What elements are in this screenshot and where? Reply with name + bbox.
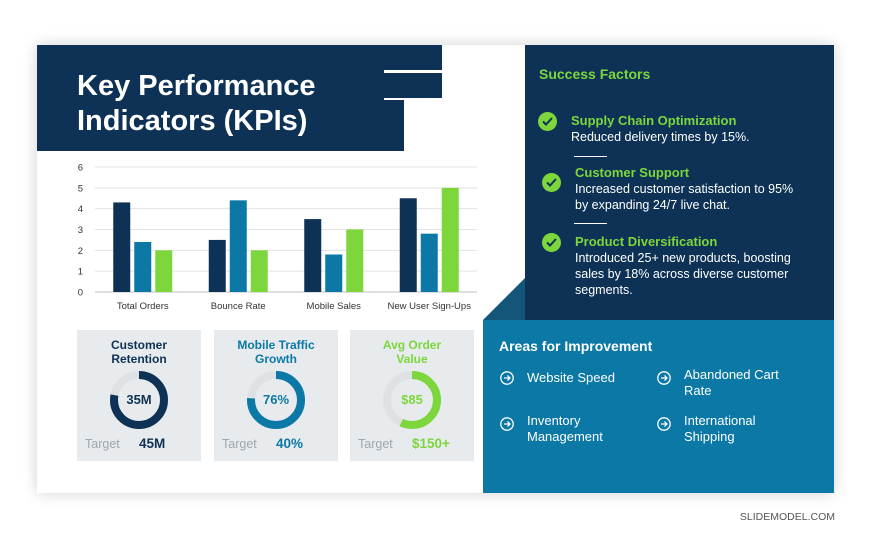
title-line-1: Key Performance bbox=[77, 70, 316, 102]
divider bbox=[574, 223, 607, 224]
arrow-circle-icon bbox=[500, 371, 514, 385]
y-tick-label: 4 bbox=[78, 204, 83, 215]
kpi-card-customer-retention: Customer Retention 35M Target 45M bbox=[77, 330, 201, 461]
bar bbox=[134, 242, 152, 292]
kpi-value: $85 bbox=[401, 392, 423, 407]
check-circle-icon bbox=[542, 173, 561, 192]
check-circle-icon bbox=[538, 112, 557, 131]
footer-watermark: SLIDEMODEL.COM bbox=[739, 511, 835, 523]
bar bbox=[250, 250, 268, 292]
divider bbox=[574, 156, 607, 157]
target-value: 40% bbox=[276, 436, 304, 451]
kpi-card-title: Mobile Traffic Growth bbox=[237, 338, 315, 366]
success-factor-description: Increased customer satisfaction to 95% by… bbox=[575, 182, 794, 212]
bar bbox=[346, 229, 364, 292]
panel-corner-triangle bbox=[483, 278, 525, 320]
improvement-item: International Shipping bbox=[684, 413, 756, 444]
decorative-bar bbox=[359, 100, 404, 125]
kpi-value: 76% bbox=[263, 392, 289, 407]
bar bbox=[229, 200, 247, 292]
target-value: $150+ bbox=[412, 436, 450, 451]
decorative-bar bbox=[384, 73, 442, 98]
y-tick-label: 0 bbox=[78, 288, 83, 299]
bar bbox=[113, 202, 131, 292]
improvement-item: Website Speed bbox=[527, 370, 615, 385]
kpi-card-title: Avg Order Value bbox=[382, 338, 442, 366]
target-value: 45M bbox=[139, 436, 166, 451]
x-tick-label: Mobile Sales bbox=[307, 301, 362, 312]
improvement-item: Inventory Management bbox=[527, 413, 603, 444]
arrow-circle-icon bbox=[500, 417, 514, 431]
target-label: Target bbox=[358, 437, 393, 451]
y-tick-label: 6 bbox=[78, 163, 83, 174]
x-tick-label: Bounce Rate bbox=[211, 301, 266, 312]
bar bbox=[155, 250, 173, 292]
kpi-donut: $85 bbox=[383, 371, 441, 429]
success-factors-panel bbox=[525, 45, 834, 320]
success-factor-heading: Customer Support bbox=[575, 165, 690, 180]
y-tick-label: 5 bbox=[78, 183, 83, 194]
y-tick-label: 1 bbox=[78, 267, 83, 278]
title-line-2: Indicators (KPIs) bbox=[77, 105, 308, 137]
bar bbox=[420, 233, 438, 292]
kpi-value: 35M bbox=[126, 392, 151, 407]
y-tick-label: 3 bbox=[78, 225, 83, 236]
kpi-donut: 76% bbox=[247, 371, 305, 429]
kpi-card-avg-order-value: Avg Order Value $85 Target $150+ bbox=[350, 330, 474, 461]
improvement-item: Abandoned Cart Rate bbox=[684, 367, 779, 398]
target-label: Target bbox=[85, 437, 120, 451]
areas-for-improvement-panel bbox=[483, 320, 834, 493]
kpi-card-mobile-traffic-growth: Mobile Traffic Growth 76% Target 40% bbox=[214, 330, 338, 461]
bar bbox=[441, 187, 459, 292]
kpi-donut: 35M bbox=[110, 371, 168, 429]
kpi-bar-chart: 0 1 2 3 4 5 6 Total Orders Bounce Rate Mobile Sal… bbox=[78, 163, 477, 312]
donut-arc bbox=[383, 371, 441, 429]
target-label: Target bbox=[222, 437, 257, 451]
kpi-card-title: Customer Retention bbox=[110, 338, 167, 366]
donut-arc bbox=[110, 371, 168, 429]
areas-for-improvement-title: Areas for Improvement bbox=[499, 338, 653, 354]
success-factors-title: Success Factors bbox=[539, 66, 651, 82]
x-tick-label: Total Orders bbox=[117, 301, 169, 312]
bar bbox=[399, 198, 417, 292]
check-circle-icon bbox=[542, 233, 561, 252]
page-title: Key Performance Indicators (KPIs) bbox=[77, 69, 316, 139]
y-tick-label: 2 bbox=[78, 246, 83, 257]
success-factor-heading: Product Diversification bbox=[575, 234, 718, 249]
decorative-bar bbox=[384, 45, 442, 70]
success-factor-description: Introduced 25+ new products, boosting sal… bbox=[575, 251, 791, 297]
bar bbox=[304, 219, 322, 292]
donut-arc bbox=[247, 371, 305, 429]
success-factor-description: Reduced delivery times by 15%. bbox=[571, 130, 750, 144]
arrow-circle-icon bbox=[657, 371, 671, 385]
x-tick-label: New User Sign-Ups bbox=[388, 301, 472, 312]
bar bbox=[208, 239, 226, 292]
bar bbox=[325, 254, 343, 292]
title-band bbox=[37, 45, 384, 151]
success-factor-heading: Supply Chain Optimization bbox=[571, 113, 737, 128]
decorative-bar bbox=[359, 125, 404, 151]
arrow-circle-icon bbox=[657, 417, 671, 431]
